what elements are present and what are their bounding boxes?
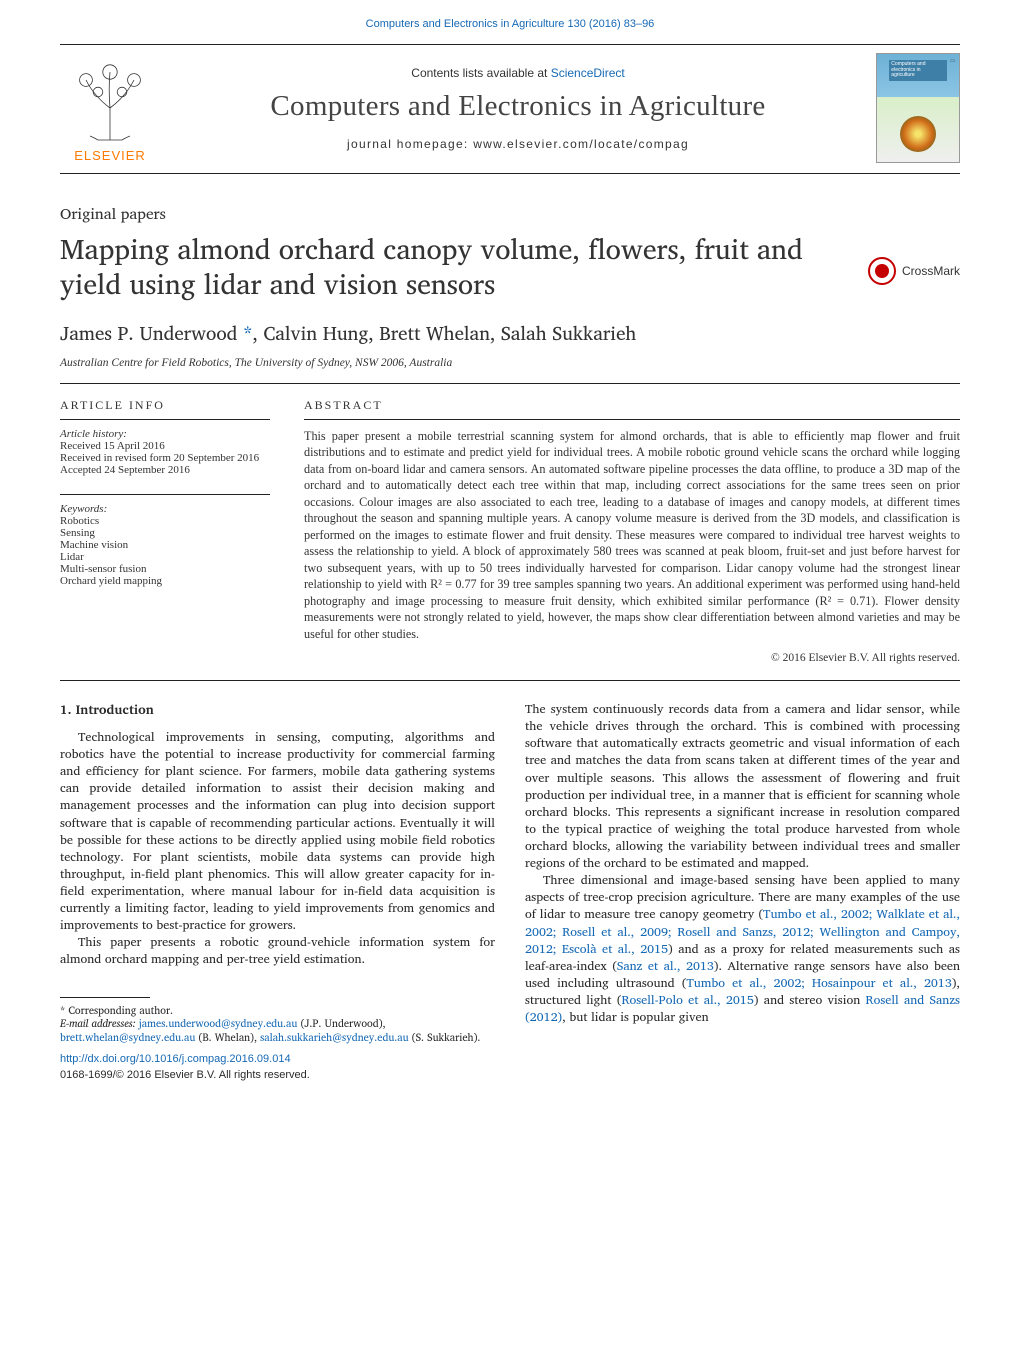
email-link[interactable]: brett.whelan@sydney.edu.au bbox=[60, 1028, 195, 1046]
corresponding-mark[interactable]: * bbox=[243, 318, 253, 349]
homepage-prefix: journal homepage: bbox=[347, 137, 473, 151]
email-who: (S. Sukkarieh). bbox=[409, 1028, 481, 1046]
affiliation: Australian Centre for Field Robotics, Th… bbox=[60, 357, 960, 369]
running-head-citation: 130 (2016) 83–96 bbox=[567, 18, 654, 30]
abstract-block: ABSTRACT This paper present a mobile ter… bbox=[304, 384, 960, 664]
keywords-label: Keywords: bbox=[60, 503, 270, 515]
keyword: Robotics bbox=[60, 515, 270, 527]
keyword: Sensing bbox=[60, 527, 270, 539]
running-head: Computers and Electronics in Agriculture… bbox=[0, 0, 1020, 30]
doi-block: http://dx.doi.org/10.1016/j.compag.2016.… bbox=[60, 1052, 495, 1083]
header-center: Contents lists available at ScienceDirec… bbox=[160, 66, 876, 151]
footnote-rule bbox=[60, 997, 150, 998]
body-col-left: 1. Introduction Technological improvemen… bbox=[60, 701, 495, 1083]
journal-cover-icon: ▭ Computers and electronics in agricultu… bbox=[876, 53, 960, 163]
intro-p1: Technological improvements in sensing, c… bbox=[60, 729, 495, 934]
crossmark-label: CrossMark bbox=[902, 264, 960, 278]
p3b-text: , but lidar is popular given bbox=[562, 1007, 708, 1027]
keyword: Machine vision bbox=[60, 539, 270, 551]
keyword: Multi-sensor fusion bbox=[60, 563, 270, 575]
contents-line: Contents lists available at ScienceDirec… bbox=[170, 66, 866, 80]
section-label: Original papers bbox=[60, 200, 960, 226]
cover-monitor-icon: ▭ bbox=[950, 58, 955, 64]
divider bbox=[60, 680, 960, 681]
homepage-link[interactable]: www.elsevier.com/locate/compag bbox=[473, 137, 689, 151]
crossmark-icon bbox=[868, 257, 896, 285]
running-head-journal: Computers and Electronics in Agriculture bbox=[366, 18, 565, 30]
keyword: Lidar bbox=[60, 551, 270, 563]
journal-title: Computers and Electronics in Agriculture bbox=[170, 90, 866, 123]
publisher-name: ELSEVIER bbox=[74, 148, 146, 163]
abstract-copyright: © 2016 Elsevier B.V. All rights reserved… bbox=[304, 652, 960, 664]
journal-header: ELSEVIER Contents lists available at Sci… bbox=[60, 44, 960, 174]
authors-line: James P. Underwood *, Calvin Hung, Brett… bbox=[60, 318, 960, 349]
keyword: Orchard yield mapping bbox=[60, 575, 270, 587]
publisher-logo: ELSEVIER bbox=[60, 53, 160, 163]
meta-row: ARTICLE INFO Article history: Received 1… bbox=[60, 384, 960, 664]
article-title: Mapping almond orchard canopy volume, fl… bbox=[60, 232, 850, 302]
history-received: Received 15 April 2016 bbox=[60, 440, 270, 452]
keywords-block: Keywords: Robotics Sensing Machine visio… bbox=[60, 494, 270, 587]
abstract-heading: ABSTRACT bbox=[304, 398, 960, 420]
cover-title: Computers and electronics in agriculture bbox=[889, 60, 946, 81]
email-link[interactable]: salah.sukkarieh@sydney.edu.au bbox=[260, 1028, 409, 1046]
body-col-right: The system continuously records data fro… bbox=[525, 701, 960, 1083]
contents-prefix: Contents lists available at bbox=[411, 66, 550, 80]
article-info-block: ARTICLE INFO Article history: Received 1… bbox=[60, 384, 270, 664]
history-label: Article history: bbox=[60, 428, 270, 440]
issn-line: 0168-1699/© 2016 Elsevier B.V. All right… bbox=[60, 1069, 310, 1081]
intro-p2: This paper presents a robotic ground-veh… bbox=[60, 934, 495, 968]
sciencedirect-link[interactable]: ScienceDirect bbox=[551, 66, 625, 80]
intro-heading: 1. Introduction bbox=[60, 701, 495, 719]
elsevier-tree-icon bbox=[70, 64, 150, 144]
p3b-text: ) and stereo vision bbox=[754, 990, 866, 1010]
running-head-link[interactable]: Computers and Electronics in Agriculture… bbox=[366, 18, 655, 30]
homepage-line: journal homepage: www.elsevier.com/locat… bbox=[170, 137, 866, 151]
crossmark-badge[interactable]: CrossMark bbox=[868, 257, 960, 285]
history-revised: Received in revised form 20 September 20… bbox=[60, 452, 270, 464]
history-accepted: Accepted 24 September 2016 bbox=[60, 464, 270, 476]
doi-link[interactable]: http://dx.doi.org/10.1016/j.compag.2016.… bbox=[60, 1053, 291, 1065]
body-columns: 1. Introduction Technological improvemen… bbox=[60, 701, 960, 1083]
intro-p3b: Three dimensional and image-based sensin… bbox=[525, 872, 960, 1026]
abstract-text: This paper present a mobile terrestrial … bbox=[304, 428, 960, 642]
email-who: (B. Whelan), bbox=[195, 1028, 260, 1046]
email-line: E-mail addresses: james.underwood@sydney… bbox=[60, 1017, 495, 1044]
intro-p3a: The system continuously records data fro… bbox=[525, 701, 960, 872]
article-info-heading: ARTICLE INFO bbox=[60, 398, 270, 420]
footnotes: * Corresponding author. E-mail addresses… bbox=[60, 1004, 495, 1045]
cover-circle-icon bbox=[900, 116, 936, 152]
